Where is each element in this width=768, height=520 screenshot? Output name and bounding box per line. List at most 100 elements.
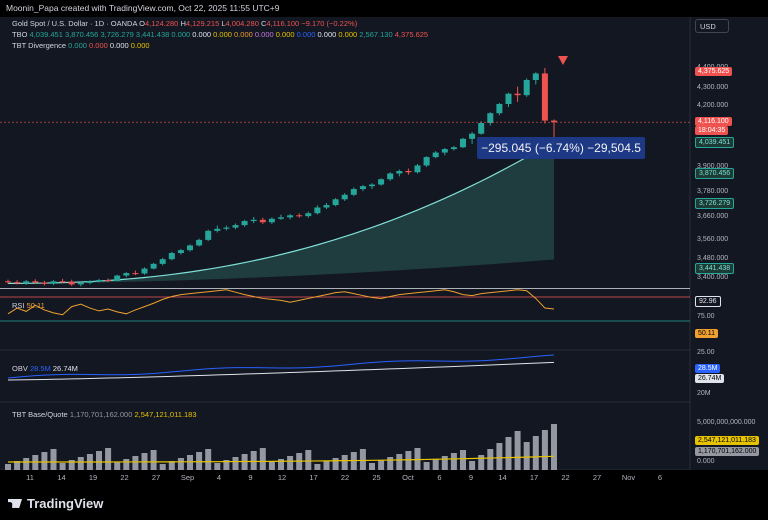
volume-bar <box>278 459 284 470</box>
volume-bar <box>68 460 75 470</box>
price-label: 3,780.000 <box>697 188 729 195</box>
volume-bar <box>523 442 530 470</box>
volume-bar <box>369 463 375 470</box>
rsi-legend[interactable]: RSI 50.11 <box>12 301 45 310</box>
candle-body <box>68 281 75 285</box>
time-label: 22 <box>561 473 570 482</box>
volume-bar <box>105 448 112 470</box>
time-label: 9 <box>248 473 253 482</box>
volume-bar <box>5 464 11 470</box>
candle-body <box>414 165 421 173</box>
volume-bar <box>532 436 539 470</box>
volume-bar <box>469 461 476 470</box>
tbt-divergence-legend[interactable]: TBT Divergence 0.000 0.000 0.000 0.000 <box>12 41 150 50</box>
price-label: 3,400.000 <box>697 274 729 281</box>
time-label: 25 <box>372 473 381 482</box>
volume-bar <box>460 450 466 470</box>
candle-body <box>478 123 485 134</box>
tbo-ribbon <box>8 141 554 284</box>
candle-body <box>423 157 430 166</box>
volume-bar <box>323 461 330 470</box>
volume-bar <box>223 460 230 470</box>
watermark-caption: Moonin_Papa created with TradingView.com… <box>6 3 280 13</box>
volume-bar <box>259 448 266 470</box>
time-label: 27 <box>592 473 602 482</box>
volume-bar <box>114 462 121 470</box>
candle-body <box>259 219 266 223</box>
candle-body <box>359 186 366 190</box>
volume-bar <box>551 424 557 470</box>
candle-body <box>323 205 330 208</box>
candle-body <box>223 227 230 229</box>
volume-bar <box>159 464 166 470</box>
obv-fast-line <box>7 354 555 379</box>
candle-body <box>396 171 403 174</box>
candle-body <box>405 171 412 173</box>
chart-area[interactable] <box>0 17 768 470</box>
candle-body <box>296 215 303 217</box>
candle-body <box>523 79 530 96</box>
volume-average-line <box>7 455 555 463</box>
volume-bar <box>77 457 84 470</box>
price-label: 3,560.000 <box>697 236 729 243</box>
candle-body <box>5 281 11 283</box>
sell-signal-icon <box>558 56 568 65</box>
candle-body <box>450 147 457 150</box>
candle-body <box>41 282 48 284</box>
candle-body <box>214 228 221 231</box>
time-label: 4 <box>216 473 222 482</box>
tbo-mid-tag: 3,870.456 <box>695 168 735 179</box>
candle-body <box>77 282 84 285</box>
time-label: 17 <box>529 473 539 482</box>
price-label: 3,900.000 <box>697 163 729 170</box>
countdown-tag: 18:04:35 <box>695 126 729 135</box>
volume-bar <box>396 454 403 470</box>
volume-bar <box>332 458 339 470</box>
volume-bar <box>123 459 130 470</box>
tradingview-logo: TradingView <box>8 496 103 511</box>
candle-body <box>460 138 466 148</box>
volume-bar <box>487 449 494 470</box>
candle-body <box>14 282 21 284</box>
volume-bar <box>541 430 548 470</box>
volume-bar <box>196 452 203 470</box>
volume-bar <box>287 456 294 470</box>
candle-body <box>541 73 548 121</box>
tbo-slow-tag: 3,726.279 <box>695 198 735 209</box>
candle-body <box>86 281 93 283</box>
currency-button[interactable]: USD <box>695 19 729 33</box>
candle-body <box>132 273 139 275</box>
candle-body <box>150 263 157 269</box>
volume-bar <box>41 452 48 470</box>
candle-body <box>105 280 112 282</box>
chart-svg[interactable] <box>0 17 768 470</box>
candle-body <box>168 253 175 260</box>
candle-body <box>232 225 239 228</box>
time-label: 14 <box>57 473 66 482</box>
measure-tool-label[interactable]: −295.045 (−6.74%) −29,504.5 <box>477 137 645 159</box>
obv-legend[interactable]: OBV 28.5M 26.74M <box>12 364 78 373</box>
obv-slow-tag: 26.74M <box>695 374 725 383</box>
candle-body <box>332 199 339 206</box>
tbo-fast-tag: 4,039.451 <box>695 137 735 148</box>
tbo-legend[interactable]: TBO 4,039.451 3,870.456 3,726.279 3,441.… <box>12 30 429 39</box>
time-label: Nov <box>621 473 636 482</box>
tbt-axis-label: 0.000 <box>697 458 715 465</box>
candle-body <box>141 268 148 274</box>
candle-body <box>250 219 257 222</box>
volume-bar <box>514 431 521 470</box>
tbt-base-quote-legend[interactable]: TBT Base/Quote 1,170,701,162.000 2,547,1… <box>12 410 197 419</box>
time-label: 19 <box>88 473 98 482</box>
price-label: 4,300.000 <box>697 84 729 91</box>
time-label: 9 <box>468 473 474 482</box>
candle-body <box>441 149 448 153</box>
candle-body <box>159 259 166 264</box>
symbol-legend[interactable]: Gold Spot / U.S. Dollar · 1D · OANDA O4,… <box>12 19 358 28</box>
time-label: 27 <box>151 473 161 482</box>
rsi-value-tag: 50.11 <box>695 329 718 338</box>
volume-bar <box>132 456 139 470</box>
obv-axis-label: 20M <box>697 390 711 397</box>
open-value: 4,124.280 <box>144 19 179 28</box>
close-value: 4,116.100 <box>266 19 300 28</box>
volume-bar <box>314 464 321 470</box>
